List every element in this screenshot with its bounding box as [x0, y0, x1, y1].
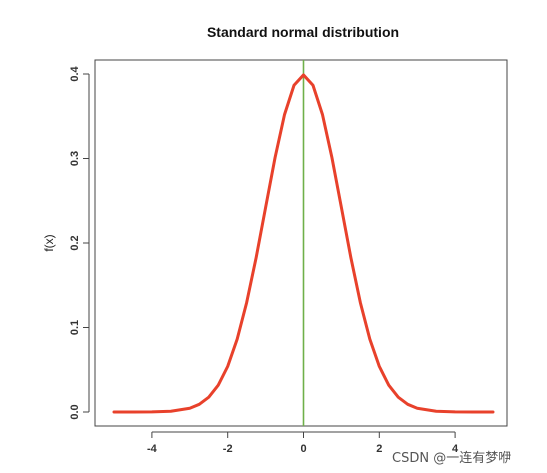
- x-tick-label: -4: [147, 443, 158, 455]
- x-tick-label: 4: [452, 443, 459, 455]
- plot-frame: [94, 59, 508, 427]
- y-tick-label: 0.2: [69, 235, 81, 250]
- y-axis-label: f(x): [42, 234, 56, 251]
- y-tick-label: 0.4: [69, 65, 81, 81]
- series-layer: [112, 60, 495, 426]
- y-tick-label: 0.1: [69, 320, 81, 335]
- y-tick-label: 0.3: [69, 151, 81, 166]
- density-curve: [112, 73, 495, 414]
- chart-title: Standard normal distribution: [207, 24, 399, 40]
- watermark: CSDN @一连有梦咿: [392, 450, 511, 466]
- x-tick-label: 0: [300, 443, 306, 455]
- x-tick-label: 2: [376, 443, 382, 455]
- y-tick-label: 0.0: [69, 404, 81, 419]
- x-tick-label: -2: [223, 443, 233, 455]
- axis-ticks: -4 -2 0 2 4 0.0 0.1 0.2 0.3 0.4: [69, 65, 459, 455]
